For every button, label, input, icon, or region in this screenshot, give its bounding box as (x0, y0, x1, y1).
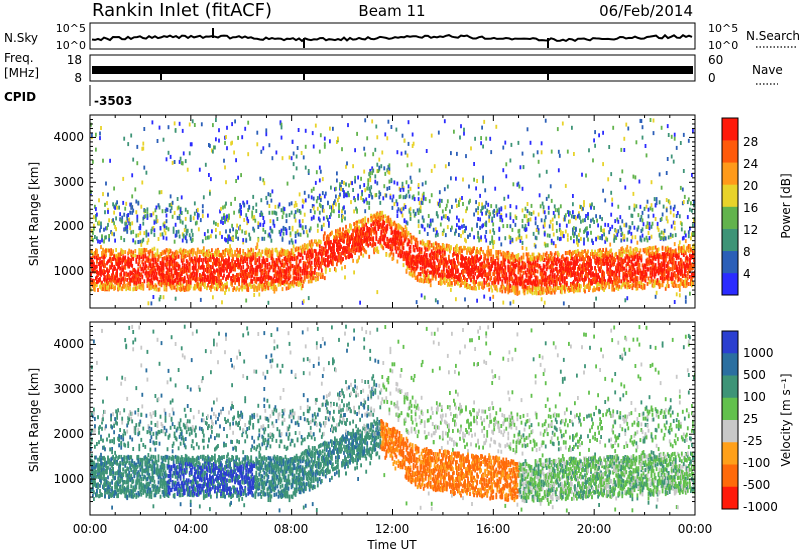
power-cbar-tick-12: 12 (743, 223, 758, 237)
freq-label-line2: [MHz] (4, 66, 39, 80)
power-cbar-tick-8: 8 (743, 245, 751, 259)
nsearch-tick-top: 10^5 (708, 22, 738, 35)
time-tick-0800: 08:00 (274, 522, 309, 536)
velocity-cbar-tick-1000: 1000 (743, 346, 774, 360)
station-title: Rankin Inlet (fitACF) (92, 0, 272, 21)
power-colorbar-frame (721, 117, 739, 296)
velocity-data (90, 324, 695, 513)
velocity-ytick-3000: 3000 (53, 382, 84, 396)
power-cbar-tick-4: 4 (743, 267, 751, 281)
velocity-cbar-tick-m1000: -1000 (743, 500, 778, 514)
velocity-ytick-1000: 1000 (53, 472, 84, 486)
velocity-cbar-tick-100: 100 (743, 390, 766, 404)
time-tick-1200: 12:00 (375, 522, 410, 536)
freq-tick-top: 18 (67, 53, 82, 67)
nsearch-label: N.Search (746, 29, 800, 43)
power-cbar-tick-28: 28 (743, 135, 758, 149)
power-panel: 1000 2000 3000 4000 Slant Range [km] (27, 114, 696, 309)
velocity-axis-ticks (89, 321, 696, 515)
power-ytick-4000: 4000 (53, 130, 84, 144)
velocity-colorbar-segments (722, 331, 738, 510)
freq-band (92, 66, 693, 74)
power-colorbar-segments (722, 118, 738, 296)
time-axis: 00:00 04:00 08:00 12:00 16:00 20:00 00:0… (73, 522, 713, 552)
nsky-tick-top: 10^5 (56, 22, 86, 35)
beam-title: Beam 11 (358, 2, 425, 20)
freq-panel: Freq. [MHz] 18 8 60 0 Nave (4, 51, 783, 85)
freq-label-line1: Freq. (4, 51, 34, 65)
nsky-label: N.Sky (4, 31, 38, 45)
time-tick-0000: 00:00 (73, 522, 108, 536)
time-tick-2000: 20:00 (577, 522, 612, 536)
velocity-cbar-label: Velocity [m s⁻¹] (779, 373, 793, 466)
power-cbar-tick-24: 24 (743, 157, 758, 171)
time-axis-label: Time UT (366, 538, 417, 552)
velocity-colorbar: 1000 500 100 25 -25 -100 -500 -1000 Velo… (721, 330, 793, 514)
power-colorbar: 4 8 12 16 20 24 28 Power [dB] (721, 117, 793, 296)
nsky-frame (89, 22, 696, 50)
cpid-label: CPID (4, 90, 36, 104)
velocity-cbar-tick-500: 500 (743, 368, 766, 382)
power-cbar-label: Power [dB] (779, 173, 793, 238)
power-ytick-2000: 2000 (53, 219, 84, 233)
velocity-cbar-tick-m500: -500 (743, 478, 770, 492)
time-tick-1600: 16:00 (476, 522, 511, 536)
velocity-cbar-tick-m25: -25 (743, 434, 763, 448)
velocity-colorbar-frame (721, 330, 739, 510)
freq-frame (89, 54, 696, 82)
velocity-panel: 1000 2000 3000 4000 Slant Range [km] (27, 321, 696, 516)
velocity-ytick-4000: 4000 (53, 337, 84, 351)
velocity-cbar-tick-25: 25 (743, 412, 758, 426)
nave-tick-bottom: 0 (708, 71, 716, 85)
power-ytick-1000: 1000 (53, 264, 84, 278)
power-ylabel: Slant Range [km] (27, 162, 41, 266)
freq-tick-bottom: 8 (74, 71, 82, 85)
power-data (90, 118, 695, 306)
power-cbar-tick-20: 20 (743, 179, 758, 193)
velocity-ylabel: Slant Range [km] (27, 368, 41, 472)
velocity-ytick-2000: 2000 (53, 427, 84, 441)
nave-label: Nave (752, 63, 783, 77)
cpid-value: -3503 (94, 94, 132, 108)
nsky-trace (91, 33, 693, 43)
date-title: 06/Feb/2014 (599, 2, 693, 20)
power-axis-ticks (89, 114, 696, 308)
nave-tick-top: 60 (708, 53, 723, 67)
nsky-tick-bottom: 10^0 (56, 39, 86, 52)
time-tick-0400: 04:00 (174, 522, 209, 536)
nsky-panel: N.Sky 10^5 10^0 10^5 10^0 N.Search (4, 22, 800, 52)
nsearch-tick-bottom: 10^0 (708, 39, 738, 52)
velocity-cbar-tick-m100: -100 (743, 456, 770, 470)
power-ytick-3000: 3000 (53, 175, 84, 189)
time-tick-2400: 00:00 (678, 522, 713, 536)
power-cbar-tick-16: 16 (743, 201, 758, 215)
